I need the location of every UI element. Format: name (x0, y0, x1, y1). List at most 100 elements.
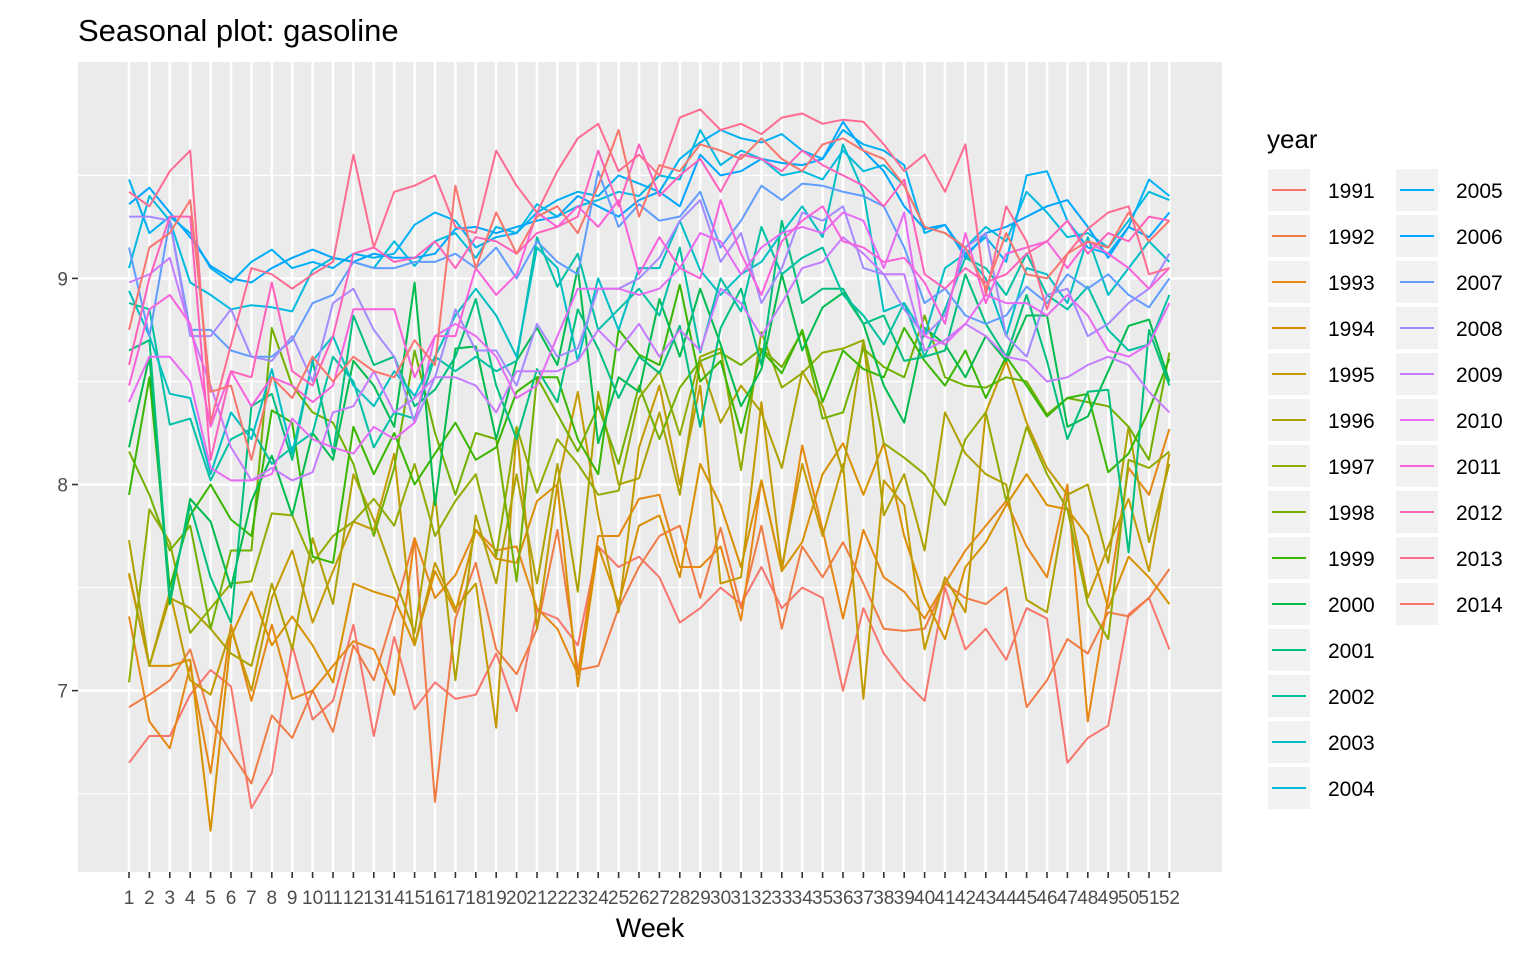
x-tick-label: 20 (506, 888, 527, 909)
x-tick-label: 48 (1077, 888, 1098, 909)
series-line-1996 (128, 339, 1171, 682)
legend-label-1995: 1995 (1328, 364, 1375, 387)
legend-label-1999: 1999 (1328, 548, 1375, 571)
series-line-1999 (128, 283, 1171, 589)
x-tick-label: 47 (1057, 888, 1078, 909)
x-tick-label: 13 (363, 888, 384, 909)
x-axis: 1 2 3 4 5 6 7 8 9 10 11 12 13 14 15 16 17 18 19 20 21 22 23 24 2… (124, 872, 1180, 909)
x-tick-label: 12 (343, 888, 364, 909)
x-tick-label: 28 (669, 888, 690, 909)
x-tick-label: 7 (246, 888, 257, 909)
series-line-2009 (128, 236, 1171, 482)
legend-label-2012: 2012 (1456, 502, 1503, 525)
legend-label-2009: 2009 (1456, 364, 1503, 387)
x-tick-label: 2 (144, 888, 155, 909)
x-tick-label: 38 (873, 888, 894, 909)
x-tick-label: 33 (771, 888, 792, 909)
x-tick-label: 19 (486, 888, 507, 909)
x-tick-label: 30 (710, 888, 731, 909)
x-tick-label: 40 (914, 888, 935, 909)
x-tick-label: 52 (1159, 888, 1180, 909)
x-tick-label: 39 (894, 888, 915, 909)
legend-label-2011: 2011 (1456, 456, 1501, 479)
x-tick-label: 10 (302, 888, 323, 909)
x-tick-label: 41 (934, 888, 955, 909)
legend-label-1997: 1997 (1328, 456, 1375, 479)
x-tick-label: 44 (996, 888, 1018, 909)
series-line-1991 (128, 545, 1171, 810)
x-tick-label: 5 (205, 888, 216, 909)
x-tick-label: 35 (812, 888, 833, 909)
series-line-2000 (128, 267, 1171, 606)
legend-label-1994: 1994 (1328, 318, 1375, 341)
legend-label-2001: 2001 (1328, 640, 1375, 663)
y-tick-label: 7 (57, 682, 68, 703)
x-tick-label: 51 (1138, 888, 1159, 909)
series-line-2007 (128, 170, 1171, 358)
x-tick-label: 31 (730, 888, 751, 909)
x-tick-label: 15 (404, 888, 425, 909)
x-tick-label: 49 (1098, 888, 1119, 909)
x-tick-label: 37 (853, 888, 874, 909)
x-tick-label: 32 (751, 888, 772, 909)
legend-label-2014: 2014 (1456, 594, 1503, 617)
series-line-2013 (128, 108, 1170, 424)
x-tick-label: 34 (792, 888, 814, 909)
legend-label-1998: 1998 (1328, 502, 1375, 525)
legend-label-2003: 2003 (1328, 732, 1375, 755)
x-axis-title: Week (616, 913, 685, 943)
legend-label-1996: 1996 (1328, 410, 1375, 433)
legend-label-1992: 1992 (1328, 226, 1375, 249)
legend-label-1991: 1991 (1328, 180, 1375, 203)
legend-label-1993: 1993 (1328, 272, 1375, 295)
series-line-2008 (129, 199, 1171, 424)
series-line-1993 (128, 428, 1171, 775)
y-axis: 7 8 9 (57, 269, 78, 703)
x-tick-label: 42 (955, 888, 976, 909)
x-tick-label: 26 (628, 888, 649, 909)
x-tick-label: 22 (547, 888, 568, 909)
x-tick-label: 14 (384, 888, 406, 909)
series-line-2014 (128, 129, 1171, 461)
x-tick-label: 43 (975, 888, 996, 909)
series-line-2004 (128, 129, 1170, 313)
legend-label-2007: 2007 (1456, 272, 1503, 295)
x-tick-label: 29 (690, 888, 711, 909)
x-tick-label: 1 (124, 888, 135, 909)
x-tick-label: 6 (226, 888, 237, 909)
series-line-1992 (128, 524, 1171, 803)
x-tick-label: 11 (323, 888, 343, 909)
legend-label-2010: 2010 (1456, 410, 1503, 433)
legend-label-2000: 2000 (1328, 594, 1375, 617)
legend-label-2002: 2002 (1328, 686, 1375, 709)
series-layer (128, 108, 1171, 832)
series-line-1997 (128, 331, 1171, 683)
series-line-2010 (128, 211, 1171, 482)
x-tick-label: 23 (567, 888, 588, 909)
x-tick-label: 4 (185, 888, 196, 909)
x-tick-label: 25 (608, 888, 629, 909)
legend-title: year (1267, 124, 1318, 154)
legend-label-2004: 2004 (1328, 778, 1375, 801)
x-tick-label: 45 (1016, 888, 1037, 909)
series-line-1994 (128, 442, 1171, 832)
series-line-1998 (128, 314, 1171, 630)
x-tick-label: 24 (588, 888, 610, 909)
x-tick-label: 21 (526, 888, 547, 909)
x-tick-label: 27 (649, 888, 670, 909)
x-tick-label: 8 (267, 888, 278, 909)
series-line-1995 (128, 359, 1171, 729)
legend: year 1991 1992 1993 1994 1995 1996 1997 1998 199… (1267, 124, 1503, 809)
x-tick-label: 18 (465, 888, 486, 909)
legend-label-2008: 2008 (1456, 318, 1503, 341)
legend-label-2013: 2013 (1456, 548, 1503, 571)
legend-label-2006: 2006 (1456, 226, 1503, 249)
legend-label-2005: 2005 (1456, 180, 1503, 203)
series-line-2006 (128, 120, 1171, 284)
x-tick-label: 50 (1118, 888, 1139, 909)
x-tick-label: 46 (1036, 888, 1057, 909)
x-tick-label: 17 (445, 888, 466, 909)
x-tick-label: 36 (832, 888, 853, 909)
